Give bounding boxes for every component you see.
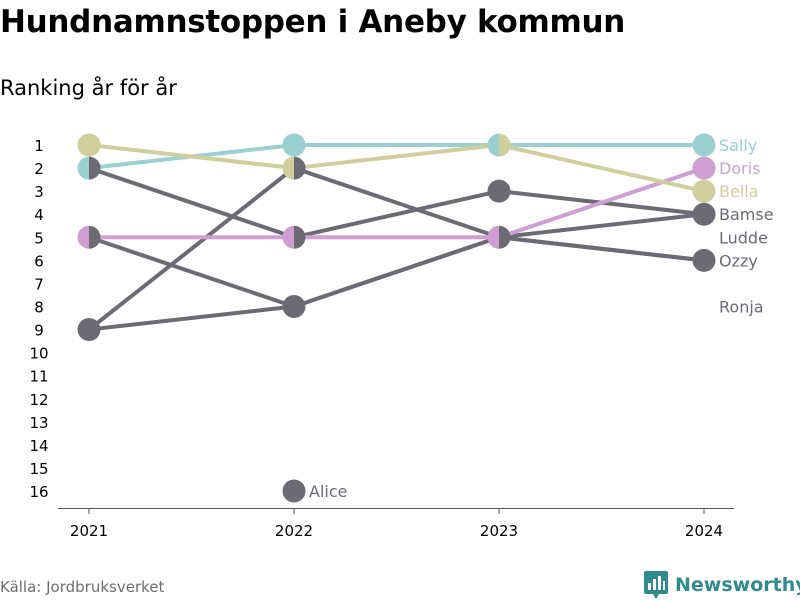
y-tick-label-6: 6 [34, 252, 44, 270]
data-point-sally-bella-2023-left [487, 133, 499, 157]
data-point-ozzy-ronja-2024 [692, 248, 716, 272]
data-point-bella-2024 [692, 179, 716, 203]
y-tick-label-9: 9 [34, 322, 44, 340]
annotation-label-alice: Alice [309, 482, 347, 501]
newsworthy-logo-icon [644, 571, 668, 599]
series-line-bella [497, 143, 706, 194]
data-point-doris-ludde-2022-left [282, 225, 294, 249]
series-label-ozzy: Ozzy [719, 251, 758, 270]
brand-logo[interactable]: Newsworthy [644, 570, 800, 600]
series-line-bamse [87, 166, 296, 332]
data-point-bamse-ludde-2024 [692, 202, 716, 226]
series-line-ronja [87, 304, 296, 332]
data-point-sally-2022 [282, 133, 306, 157]
data-point-doris-bamse-ozzy-ronja-2023-left [487, 225, 499, 249]
series-label-sally: Sally [719, 136, 757, 155]
y-tick-label-5: 5 [34, 229, 44, 247]
data-point-ozzy-ronja-2022 [282, 294, 306, 318]
x-tick-label-2021: 2021 [70, 522, 108, 540]
data-point-doris-2024 [692, 156, 716, 180]
y-tick-label-7: 7 [34, 275, 44, 293]
x-tick-label-2022: 2022 [275, 522, 313, 540]
series-line-doris [497, 166, 706, 240]
series-label-bella: Bella [719, 182, 759, 201]
data-point-bella-bamse-2022-left [282, 156, 294, 180]
data-point-ludde-2023 [487, 179, 511, 203]
y-tick-label-16: 16 [29, 483, 48, 501]
data-point-doris-ozzy-2021-right [89, 225, 101, 249]
y-tick-label-8: 8 [34, 298, 44, 316]
series-label-ludde: Ludde [719, 228, 768, 247]
y-tick-label-10: 10 [29, 345, 48, 363]
series-label-bamse: Bamse [719, 205, 774, 224]
y-tick-label-15: 15 [29, 460, 48, 478]
series-line-ronja [292, 235, 501, 309]
series-lines [87, 143, 706, 332]
data-point-alice-2022 [282, 479, 306, 503]
y-tick-label-14: 14 [29, 437, 48, 455]
y-tick-label-3: 3 [34, 183, 44, 201]
series-line-ludde [87, 166, 296, 240]
y-tick-label-2: 2 [34, 160, 44, 178]
y-tick-label-13: 13 [29, 414, 48, 432]
chart-title: Hundnamnstoppen i Aneby kommun [0, 4, 625, 40]
data-point-bamse-ronja-2021 [77, 318, 101, 342]
data-point-doris-ozzy-2021-left [77, 225, 89, 249]
series-line-ronja [497, 235, 706, 263]
data-point-doris-bamse-ozzy-ronja-2023-right [499, 225, 511, 249]
data-point-sally-bella-2023-right [499, 133, 511, 157]
y-tick-label-12: 12 [29, 391, 48, 409]
data-point-sally-2024 [692, 133, 716, 157]
series-line-bamse [292, 166, 501, 240]
data-point-bella-2021 [77, 133, 101, 157]
source-note: Källa: Jordbruksverket [0, 578, 165, 596]
y-tick-label-1: 1 [34, 137, 44, 155]
series-label-ronja: Ronja [719, 297, 764, 316]
series-line-ludde [292, 189, 501, 240]
series-line-bamse [497, 212, 706, 240]
data-point-bella-bamse-2022-right [294, 156, 306, 180]
series-line-bella [87, 143, 296, 171]
x-tick-label-2024: 2024 [685, 522, 723, 540]
chart-subtitle: Ranking år för år [0, 76, 177, 100]
y-tick-label-4: 4 [34, 206, 44, 224]
series-line-bella [292, 143, 501, 171]
y-tick-label-11: 11 [29, 368, 48, 386]
series-dots [77, 133, 716, 503]
x-tick-label-2023: 2023 [480, 522, 518, 540]
series-labels: Sally Doris Bella Bamse Ludde Ozzy Ronja Alice [309, 136, 774, 501]
brand-name: Newsworthy [675, 574, 800, 596]
series-label-doris: Doris [719, 159, 760, 178]
data-point-sally-ludde-2021-right [89, 156, 101, 180]
data-point-sally-ludde-2021-left [77, 156, 89, 180]
data-point-doris-ludde-2022-right [294, 225, 306, 249]
series-line-ozzy [87, 235, 296, 309]
